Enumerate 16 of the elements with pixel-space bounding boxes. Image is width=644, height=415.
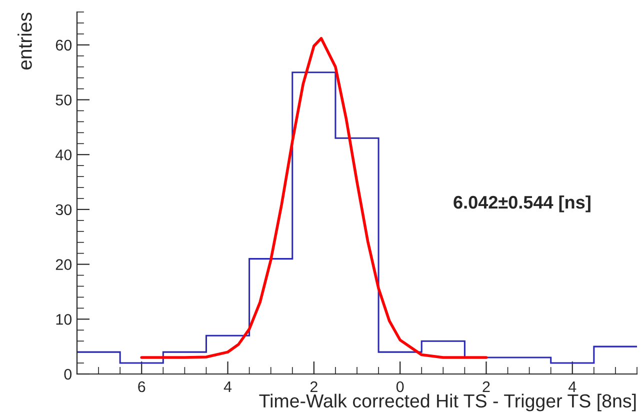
x-tick-label: 6 <box>138 381 146 392</box>
x-tick-label: 4 <box>568 382 576 392</box>
y-tick-label: 0 <box>64 368 72 380</box>
y-tick-label: 50 <box>56 94 72 106</box>
x-tick-label: 0 <box>396 381 404 392</box>
y-tick-label: 10 <box>56 314 72 325</box>
x-tick-label: 2 <box>482 381 490 392</box>
y-tick-label: 40 <box>56 149 72 160</box>
annotation: 6.042±0.544 [ns] <box>454 195 590 212</box>
x-axis-title: Time-Walk corrected Hit TS - Trigger TS [8ns] <box>259 394 636 412</box>
y-tick-label: 30 <box>56 204 72 216</box>
y-tick-label: 60 <box>56 40 72 51</box>
x-tick-label: 2 <box>310 381 318 392</box>
y-tick-label: 20 <box>56 259 72 270</box>
y-axis-title: entries <box>18 12 32 70</box>
x-tick-label: 4 <box>224 382 232 392</box>
